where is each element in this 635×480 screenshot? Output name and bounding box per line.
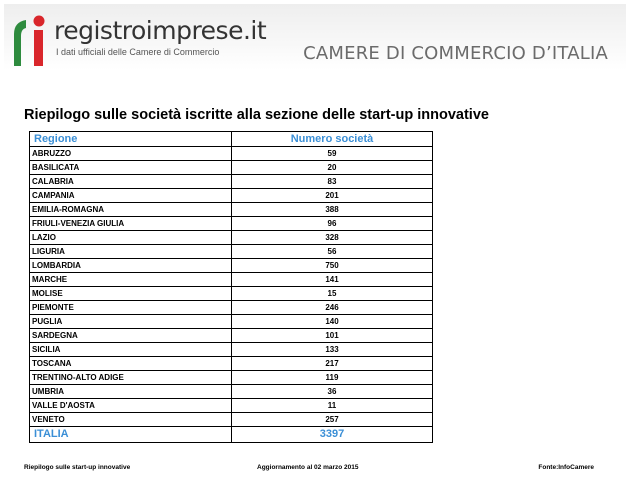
table-total-row: ITALIA 3397 bbox=[29, 426, 433, 443]
count-cell: 246 bbox=[231, 300, 433, 315]
column-header-region: Regione bbox=[29, 131, 232, 147]
region-cell: CALABRIA bbox=[29, 174, 232, 189]
table-row: TOSCANA 217 bbox=[29, 356, 433, 371]
header-banner: registroimprese.it I dati ufficiali dell… bbox=[4, 4, 626, 70]
table-row: EMILIA-ROMAGNA 388 bbox=[29, 202, 433, 217]
count-cell: 56 bbox=[231, 244, 433, 259]
region-cell: ABRUZZO bbox=[29, 146, 232, 161]
table-row: BASILICATA 20 bbox=[29, 160, 433, 175]
count-cell: 11 bbox=[231, 398, 433, 413]
table-row: TRENTINO-ALTO ADIGE 119 bbox=[29, 370, 433, 385]
count-cell: 201 bbox=[231, 188, 433, 203]
count-cell: 96 bbox=[231, 216, 433, 231]
count-cell: 328 bbox=[231, 230, 433, 245]
table-row: SARDEGNA 101 bbox=[29, 328, 433, 343]
column-header-count: Numero società bbox=[231, 131, 433, 147]
chamber-title: CAMERE DI COMMERCIO D’ITALIA bbox=[303, 43, 608, 64]
region-cell: LAZIO bbox=[29, 230, 232, 245]
table-row: MOLISE 15 bbox=[29, 286, 433, 301]
region-cell: VENETO bbox=[29, 412, 232, 427]
region-cell: UMBRIA bbox=[29, 384, 232, 399]
logo-name: registroimprese.it bbox=[54, 16, 267, 45]
count-cell: 119 bbox=[231, 370, 433, 385]
region-cell: MOLISE bbox=[29, 286, 232, 301]
table-row: PUGLIA 140 bbox=[29, 314, 433, 329]
region-cell: TRENTINO-ALTO ADIGE bbox=[29, 370, 232, 385]
region-cell: SICILIA bbox=[29, 342, 232, 357]
document-title: Riepilogo sulle società iscritte alla se… bbox=[24, 107, 489, 123]
count-cell: 15 bbox=[231, 286, 433, 301]
count-cell: 257 bbox=[231, 412, 433, 427]
count-cell: 133 bbox=[231, 342, 433, 357]
region-cell: VALLE D'AOSTA bbox=[29, 398, 232, 413]
count-cell: 750 bbox=[231, 258, 433, 273]
registroimprese-logo-icon bbox=[14, 15, 45, 66]
count-cell: 36 bbox=[231, 384, 433, 399]
region-cell: FRIULI-VENEZIA GIULIA bbox=[29, 216, 232, 231]
region-cell: EMILIA-ROMAGNA bbox=[29, 202, 232, 217]
table-body: ABRUZZO 59 BASILICATA 20 CALABRIA 83 CAMPAN… bbox=[29, 146, 433, 443]
startup-summary-table: Regione Numero società ABRUZZO 59 BASILIC… bbox=[29, 131, 433, 443]
footer-left-text: Riepilogo sulle start-up innovative bbox=[24, 464, 131, 471]
region-cell: PIEMONTE bbox=[29, 300, 232, 315]
count-cell: 217 bbox=[231, 356, 433, 371]
logo-tagline: I dati ufficiali delle Camere di Commerc… bbox=[56, 47, 220, 57]
table-row: SICILIA 133 bbox=[29, 342, 433, 357]
region-cell: TOSCANA bbox=[29, 356, 232, 371]
table-row: CALABRIA 83 bbox=[29, 174, 433, 189]
count-cell: 101 bbox=[231, 328, 433, 343]
table-row: ABRUZZO 59 bbox=[29, 146, 433, 161]
count-cell: 83 bbox=[231, 174, 433, 189]
table-row: MARCHE 141 bbox=[29, 272, 433, 287]
table-row: PIEMONTE 246 bbox=[29, 300, 433, 315]
footer-update-date: Aggiornamento al 02 marzo 2015 bbox=[257, 464, 359, 471]
count-cell: 388 bbox=[231, 202, 433, 217]
total-count-cell: 3397 bbox=[231, 426, 433, 443]
table-row: VENETO 257 bbox=[29, 412, 433, 427]
region-cell: LIGURIA bbox=[29, 244, 232, 259]
region-cell: MARCHE bbox=[29, 272, 232, 287]
region-cell: SARDEGNA bbox=[29, 328, 232, 343]
table-row: UMBRIA 36 bbox=[29, 384, 433, 399]
region-cell: CAMPANIA bbox=[29, 188, 232, 203]
count-cell: 140 bbox=[231, 314, 433, 329]
table-row: LIGURIA 56 bbox=[29, 244, 433, 259]
table-header-row: Regione Numero società bbox=[29, 131, 433, 147]
table-row: FRIULI-VENEZIA GIULIA 96 bbox=[29, 216, 433, 231]
footer-source: Fonte:InfoCamere bbox=[538, 464, 594, 471]
region-cell: LOMBARDIA bbox=[29, 258, 232, 273]
region-cell: BASILICATA bbox=[29, 160, 232, 175]
table-row: CAMPANIA 201 bbox=[29, 188, 433, 203]
region-cell: PUGLIA bbox=[29, 314, 232, 329]
table-row: VALLE D'AOSTA 11 bbox=[29, 398, 433, 413]
table-row: LAZIO 328 bbox=[29, 230, 433, 245]
count-cell: 141 bbox=[231, 272, 433, 287]
table-row: LOMBARDIA 750 bbox=[29, 258, 433, 273]
count-cell: 20 bbox=[231, 160, 433, 175]
total-region-cell: ITALIA bbox=[29, 426, 232, 443]
count-cell: 59 bbox=[231, 146, 433, 161]
